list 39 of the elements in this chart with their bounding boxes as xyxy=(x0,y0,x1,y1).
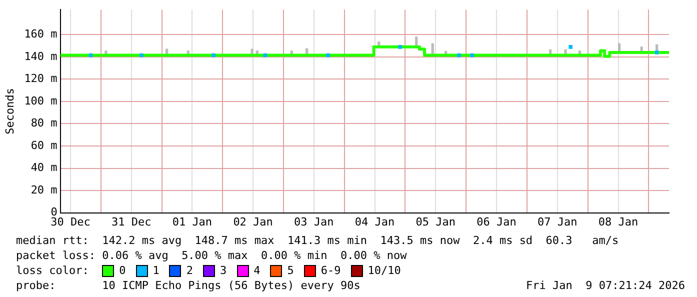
point xyxy=(140,53,144,58)
legend-label: 4 xyxy=(254,263,260,278)
x-tick-label: 03 Jan xyxy=(294,215,334,228)
text: packet loss: 0.06 % avg 5.00 % max 0.00 % min 0.00 % now xyxy=(16,248,407,263)
legend-label: 2 xyxy=(186,263,193,278)
point xyxy=(568,44,573,49)
x-tick-label: 08 Jan xyxy=(598,215,638,228)
x-tick-label: 01 Jan xyxy=(172,215,212,228)
legend-title: loss color: xyxy=(16,263,90,278)
legend-label: 0 xyxy=(119,263,126,278)
y-tick-label: 80 m xyxy=(30,116,58,130)
legend-label: 10/10 xyxy=(368,263,401,278)
y-tick-label: 120 m xyxy=(24,72,58,86)
point xyxy=(654,50,659,54)
x-tick-label: 05 Jan xyxy=(416,215,456,228)
point xyxy=(457,53,461,58)
point xyxy=(398,44,402,49)
legend-label: 1 xyxy=(152,263,160,278)
text: Fri Jan 9 07:21:24 2026 xyxy=(526,278,685,293)
y-tick-label: 60 m xyxy=(30,138,58,152)
x-tick-label: 02 Jan xyxy=(233,215,273,228)
point xyxy=(326,53,330,58)
x-tick-label: 04 Jan xyxy=(354,215,395,228)
text: median rtt: 142.2 ms avg 148.7 ms max 141.3 ms min 143.5 ms now 2.4 ms sd 60.3 am/s xyxy=(16,233,619,248)
x-tick-label: 31 Dec xyxy=(111,215,152,228)
text: probe: 10 ICMP Echo Pings (56 Bytes) every 90s xyxy=(16,278,360,293)
y-tick-label: 40 m xyxy=(30,161,58,174)
point xyxy=(212,53,216,58)
legend-label: 6-9 xyxy=(320,263,341,278)
y-tick-label: 100 m xyxy=(24,94,58,108)
y-tick-label: 20 m xyxy=(30,183,58,196)
legend-label: 3 xyxy=(220,263,227,278)
legend-label: 5 xyxy=(287,263,294,278)
y-tick-label: 160 m xyxy=(24,28,58,41)
y-tick-label: 140 m xyxy=(24,50,58,63)
x-tick-label: 06 Jan xyxy=(476,215,516,228)
y-axis-title: Seconds xyxy=(3,88,16,134)
x-tick-label: 07 Jan xyxy=(538,215,578,228)
x-tick-label: 30 Dec xyxy=(50,215,90,228)
